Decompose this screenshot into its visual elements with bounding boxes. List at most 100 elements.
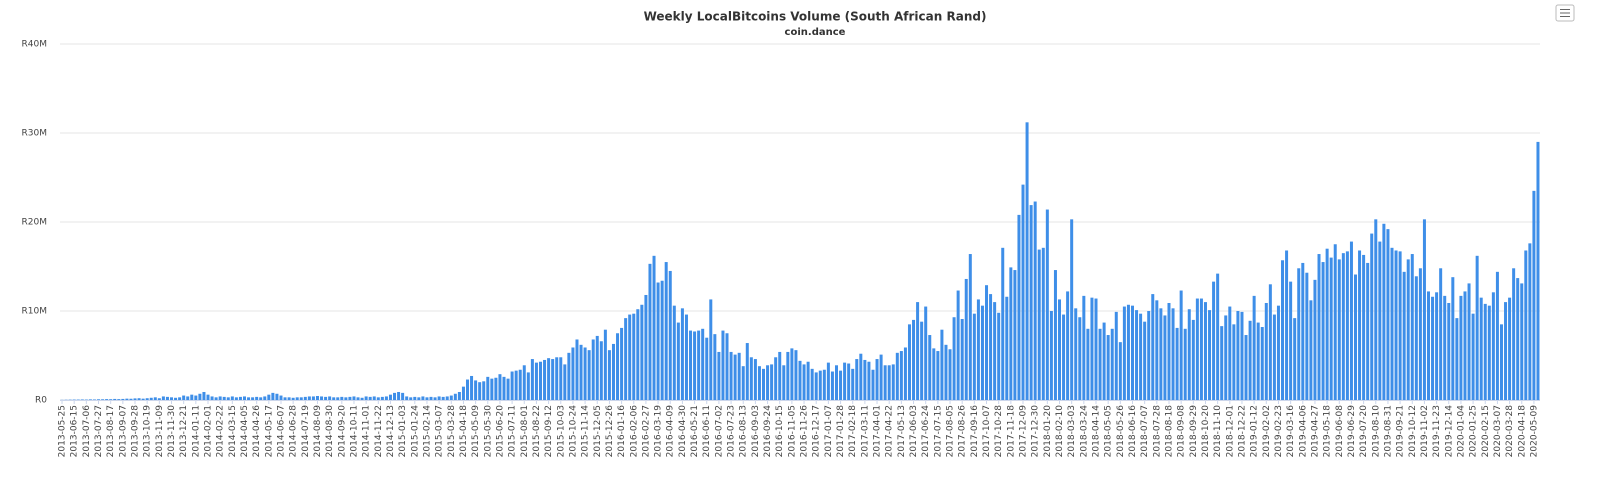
bar	[907, 324, 911, 400]
bar	[429, 396, 433, 400]
x-tick-label: 2013-09-07	[118, 405, 128, 457]
bar	[867, 361, 871, 400]
bar	[668, 270, 672, 400]
bar	[782, 365, 786, 400]
bar	[1463, 291, 1467, 400]
bar	[1321, 262, 1325, 400]
bar	[242, 396, 246, 400]
bar	[352, 396, 356, 400]
x-tick-label: 2015-12-05	[593, 405, 603, 457]
bar	[656, 282, 660, 400]
x-tick-label: 2020-03-07	[1493, 405, 1503, 457]
x-tick-label: 2018-03-03	[1067, 405, 1077, 457]
bar	[174, 397, 178, 400]
bar	[340, 396, 344, 400]
bar	[1439, 268, 1443, 400]
x-tick-label: 2015-12-26	[605, 405, 615, 458]
bar	[1418, 268, 1422, 400]
bar	[534, 362, 538, 400]
bar	[291, 397, 295, 400]
x-tick-label: 2017-03-11	[860, 405, 870, 457]
bar	[1341, 253, 1345, 400]
bar	[912, 319, 916, 400]
bar	[920, 321, 924, 400]
x-tick-label: 2016-09-03	[751, 405, 761, 457]
y-tick-label: R20M	[22, 218, 47, 228]
bar	[530, 359, 534, 400]
bar	[814, 372, 818, 400]
bar	[202, 391, 206, 400]
bar	[141, 398, 145, 400]
x-tick-label: 2016-04-09	[666, 405, 676, 458]
bar	[117, 399, 121, 400]
x-tick-label: 2019-08-10	[1371, 405, 1381, 458]
bar	[899, 351, 903, 400]
bar	[774, 357, 778, 400]
bar	[616, 333, 620, 400]
bar	[1276, 305, 1280, 400]
x-tick-label: 2017-10-07	[982, 405, 992, 457]
x-tick-label: 2018-10-20	[1201, 405, 1211, 458]
bar	[510, 371, 514, 400]
x-tick-label: 2014-11-22	[374, 405, 384, 457]
bar	[198, 393, 202, 400]
bar	[417, 397, 421, 400]
bar	[1086, 328, 1090, 400]
bar	[830, 371, 834, 400]
bar	[1244, 335, 1248, 400]
bar	[1155, 300, 1159, 400]
x-tick-label: 2020-01-04	[1456, 405, 1466, 458]
bar	[1272, 314, 1276, 400]
bar	[802, 364, 806, 400]
menu-button[interactable]	[1555, 4, 1575, 22]
bar	[1179, 290, 1183, 400]
bar	[178, 397, 182, 400]
bar	[1285, 250, 1289, 400]
bar	[247, 397, 251, 400]
bar	[636, 309, 640, 400]
bar	[397, 391, 401, 400]
bar	[948, 349, 952, 400]
x-tick-label: 2015-04-18	[459, 405, 469, 458]
bar	[1451, 277, 1455, 400]
x-tick-label: 2017-02-18	[848, 405, 858, 458]
bar	[932, 348, 936, 400]
bar	[1159, 308, 1163, 400]
bar	[1431, 296, 1435, 400]
bar	[109, 399, 113, 400]
x-tick-label: 2019-03-16	[1286, 405, 1296, 458]
bar	[384, 396, 388, 400]
x-tick-label: 2018-09-29	[1189, 405, 1199, 458]
bar	[380, 396, 384, 400]
bar	[1309, 300, 1313, 400]
bar	[522, 365, 526, 400]
bar	[766, 365, 770, 400]
bar	[997, 312, 1001, 400]
x-tick-label: 2014-05-17	[264, 405, 274, 457]
x-tick-label: 2016-10-15	[775, 405, 785, 457]
x-tick-label: 2014-04-05	[240, 405, 250, 457]
x-tick-label: 2015-08-01	[520, 405, 530, 457]
x-tick-label: 2014-06-07	[276, 405, 286, 457]
bar	[1240, 311, 1244, 400]
bar	[725, 333, 729, 400]
bar	[1029, 205, 1033, 400]
bar	[1333, 244, 1337, 400]
bar	[153, 397, 157, 400]
bar	[421, 396, 425, 400]
bar	[879, 354, 883, 400]
bar	[680, 308, 684, 400]
x-tick-label: 2017-07-15	[933, 405, 943, 457]
bar	[226, 397, 230, 400]
bar	[1374, 219, 1378, 400]
x-tick-label: 2016-08-13	[739, 405, 749, 457]
bar	[1260, 327, 1264, 400]
bar	[851, 368, 855, 400]
bar	[1187, 309, 1191, 400]
bar	[863, 359, 867, 400]
bar	[372, 396, 376, 400]
bar	[1366, 262, 1370, 400]
x-tick-label: 2016-11-26	[800, 405, 810, 458]
bar	[952, 317, 956, 400]
bar	[97, 399, 101, 400]
